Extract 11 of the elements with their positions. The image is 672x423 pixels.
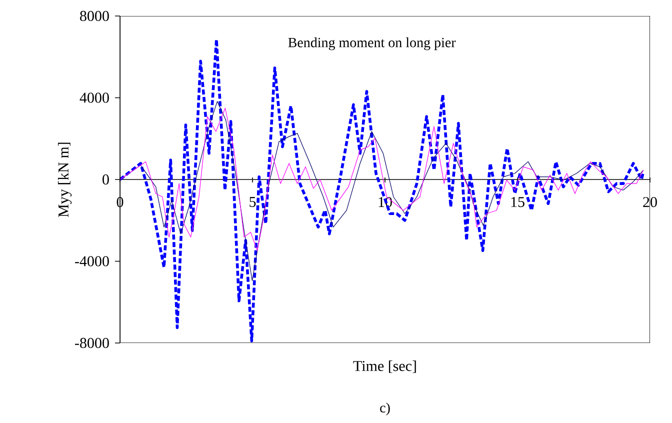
text: c) bbox=[380, 402, 390, 416]
x-tick-label: 5 bbox=[250, 197, 256, 207]
x-axis-title: Time [sec] bbox=[353, 360, 416, 373]
y-axis-title: Myy [kN m] bbox=[58, 142, 72, 217]
x-tick-label: 15 bbox=[511, 197, 524, 208]
y-tick-label: 4000 bbox=[80, 92, 109, 103]
annotation: Bending moment on long pier bbox=[288, 37, 456, 50]
y-tick-label: -4000 bbox=[75, 256, 109, 266]
y-tick-label: -8000 bbox=[75, 338, 109, 348]
y-tick-label: 8000 bbox=[80, 10, 109, 22]
y-tick-label: 0 bbox=[102, 174, 109, 185]
